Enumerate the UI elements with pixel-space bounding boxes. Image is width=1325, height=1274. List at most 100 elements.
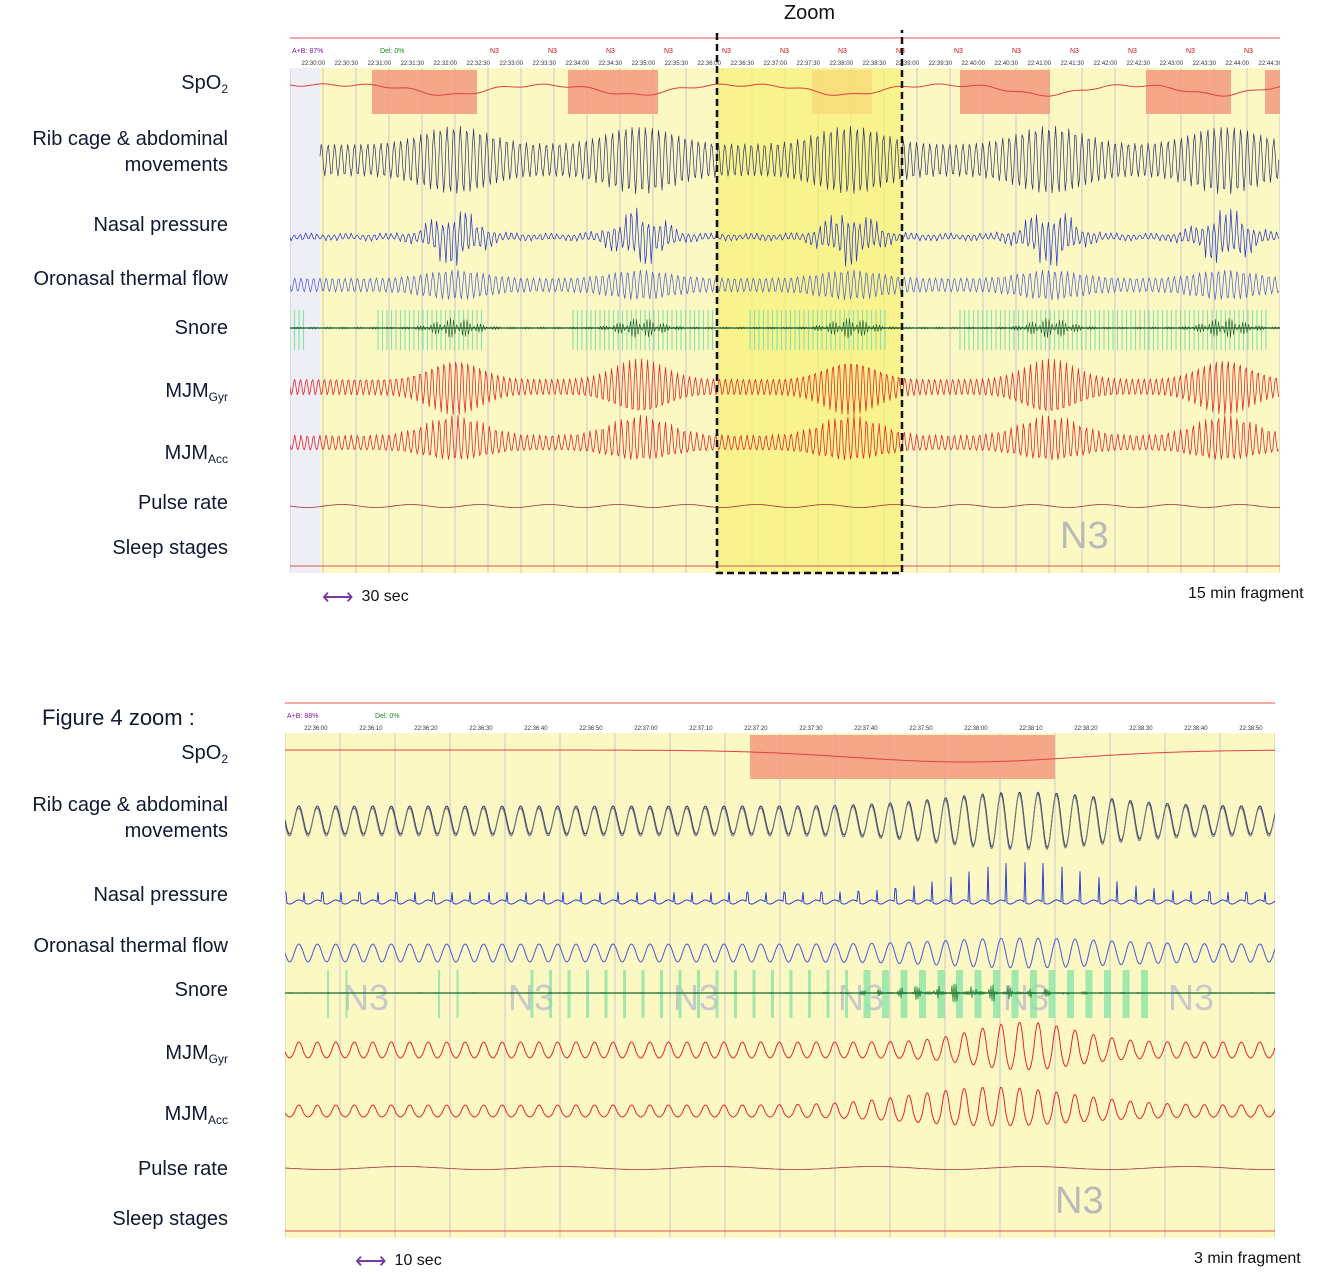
header-top-bar (285, 695, 1275, 709)
snore-bar (345, 970, 348, 1018)
top-label-spo2: SpO2 (181, 72, 228, 96)
bottom-label-rib-2: movements (124, 820, 228, 842)
snore-bar (845, 970, 848, 1018)
time-tick-label: 22:37:30 (797, 61, 821, 67)
snore-bar (1085, 970, 1093, 1018)
bottom-traces (285, 749, 1275, 1232)
snore-bar (734, 970, 737, 1018)
mjm-acc-trace (290, 414, 1280, 461)
time-tick-label: 22:36:30 (731, 61, 755, 67)
rib-cage-trace (319, 125, 1280, 195)
snore-bar (956, 970, 963, 1018)
snore-bar (1141, 970, 1148, 1018)
snore-bar (327, 970, 329, 1018)
snore-bar (826, 970, 830, 1018)
time-tick-label: 22:30:00 (302, 61, 326, 67)
snore-trace (290, 318, 1280, 339)
snore-bar (641, 970, 645, 1018)
snore-bar (808, 970, 811, 1018)
time-tick-label: 22:43:30 (1193, 61, 1217, 67)
snore-bar (567, 970, 571, 1018)
nasal-pressure-trace (290, 207, 1280, 267)
top-label-mjmacc: MJMAcc (164, 442, 228, 466)
time-tick-label: 22:36:20 (414, 726, 438, 732)
snore-bar (678, 970, 682, 1018)
time-tick-label: 22:37:00 (634, 726, 658, 732)
snore-bar (919, 970, 926, 1018)
mjm-gyr-trace (290, 358, 1280, 416)
snore-bar (530, 970, 534, 1018)
top-scale: ⟷ 30 sec (322, 584, 409, 610)
snore-bar (863, 970, 871, 1018)
snore-bar (549, 970, 552, 1018)
stage-watermark-label: N3 (838, 977, 884, 1018)
time-tick-label: 22:34:00 (566, 61, 590, 67)
top-stage-watermark: N3 (1060, 515, 1109, 557)
time-tick-label: 22:36:30 (469, 726, 493, 732)
header-top-bar (290, 30, 1280, 44)
snore-bar (438, 970, 440, 1018)
time-tick-label: 22:40:00 (962, 61, 986, 67)
snore-bar (900, 970, 908, 1018)
time-tick-label: 22:36:10 (359, 726, 383, 732)
snore-bar (937, 970, 945, 1018)
desaturation-region (568, 70, 658, 114)
time-tick-label: 22:36:40 (524, 726, 548, 732)
header-stage-mark: N3 (722, 48, 731, 55)
bottom-label-sleep: Sleep stages (112, 1208, 228, 1230)
bottom-header-strip: A+B: 88% Del: 0% 22:36:00 22:36:10 22:36:20 2… (285, 695, 1275, 733)
snore-bar (882, 970, 889, 1018)
header-time-row (285, 721, 1275, 733)
time-tick-label: 22:33:00 (500, 61, 524, 67)
header-stage-mark: N3 (1012, 48, 1021, 55)
header-stage-mark: N3 (490, 48, 499, 55)
snore-bar (1067, 970, 1074, 1018)
top-label-pulse: Pulse rate (137, 492, 228, 514)
time-tick-label: 22:33:30 (533, 61, 557, 67)
header-stage-mark: N3 (606, 48, 615, 55)
header-info-row (290, 44, 1280, 56)
time-tick-label: 22:42:00 (1094, 61, 1118, 67)
bottom-label-snore: Snore (174, 979, 228, 1001)
bottom-scale-label: 10 sec (394, 1252, 442, 1269)
zoom-figure-title: Figure 4 zoom : (42, 705, 195, 730)
bottom-label-rib-1: Rib cage & abdominal (32, 794, 228, 816)
time-tick-label: 22:32:00 (434, 61, 458, 67)
header-stage-mark: N3 (896, 48, 905, 55)
time-tick-label: 22:42:30 (1127, 61, 1151, 67)
header-stage-mark: N3 (1244, 48, 1253, 55)
desaturation-region (1265, 70, 1280, 114)
time-tick-label: 22:44:00 (1226, 61, 1250, 67)
time-tick-label: 22:30:30 (335, 61, 359, 67)
time-tick-label: 22:35:00 (632, 61, 656, 67)
time-tick-label: 22:38:30 (1129, 726, 1153, 732)
snore-bar (974, 970, 982, 1018)
double-arrow-icon: ⟷ (355, 1248, 387, 1273)
spo2-trace (290, 83, 1280, 97)
top-scale-label: 30 sec (361, 588, 409, 605)
rib-cage-trace (285, 793, 1275, 851)
time-tick-label: 22:31:30 (401, 61, 425, 67)
snore-bar (586, 970, 589, 1018)
pulse-trace (285, 1166, 1275, 1170)
top-signal-panel: A+B: 87% Del: 0% N3 N3 N3 N3 N3 N3 N3 N3 N3 N3 N3 N3 N… (290, 30, 1280, 575)
bottom-stage-watermark: N3 (1055, 1180, 1104, 1222)
time-tick-label: 22:36:00 (304, 726, 328, 732)
snore-trace (285, 983, 1275, 1003)
header-time-row (290, 56, 1280, 68)
stage-watermark-label: N3 (1168, 977, 1214, 1018)
bottom-fragment-label: 3 min fragment (1194, 1250, 1301, 1267)
time-tick-label: 22:41:30 (1061, 61, 1085, 67)
bottom-signal-panel: A+B: 88% Del: 0% 22:36:00 22:36:10 22:36:20 2… (285, 695, 1275, 1238)
time-tick-label: 22:32:30 (467, 61, 491, 67)
bottom-scale: ⟷ 10 sec (355, 1248, 442, 1274)
stage-watermark-label: N3 (1003, 977, 1049, 1018)
header-stage-mark: N3 (1128, 48, 1137, 55)
time-tick-label: 22:37:10 (689, 726, 713, 732)
top-label-rib-1: Rib cage & abdominal (32, 128, 228, 150)
time-tick-label: 22:37:50 (909, 726, 933, 732)
header-ab-label: A+B: 88% (287, 713, 318, 720)
header-stage-mark: N3 (780, 48, 789, 55)
time-tick-label: 22:40:30 (995, 61, 1019, 67)
snore-bar (789, 970, 793, 1018)
